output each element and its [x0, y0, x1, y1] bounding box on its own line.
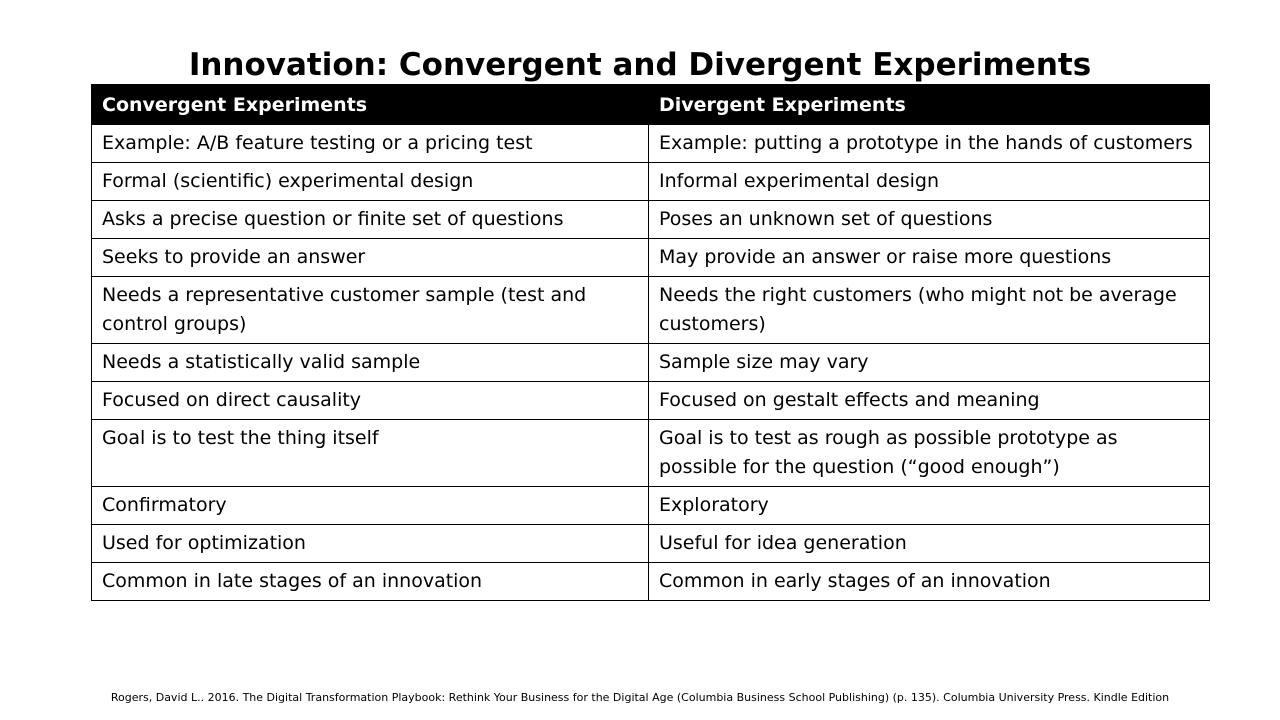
slide-title-bold: Innovation:: [188, 46, 389, 83]
cell-convergent: Common in late stages of an innovation: [91, 562, 649, 601]
table-row: Goal is to test the thing itself Goal is…: [91, 419, 1210, 487]
table-row: Asks a precise question or finite set of…: [91, 200, 1210, 239]
cell-convergent: Formal (scientific) experimental design: [91, 162, 649, 201]
table-row: Confirmatory Exploratory: [91, 486, 1210, 525]
cell-convergent: Focused on direct causality: [91, 381, 649, 420]
cell-convergent: Needs a statistically valid sample: [91, 343, 649, 382]
cell-divergent: Poses an unknown set of questions: [648, 200, 1210, 239]
table-row: Formal (scientific) experimental design …: [91, 162, 1210, 201]
cell-divergent: Informal experimental design: [648, 162, 1210, 201]
cell-divergent: May provide an answer or raise more ques…: [648, 238, 1210, 277]
cell-divergent: Focused on gestalt effects and meaning: [648, 381, 1210, 420]
table-row: Focused on direct causality Focused on g…: [91, 381, 1210, 420]
cell-convergent: Goal is to test the thing itself: [91, 419, 649, 487]
table-row: Seeks to provide an answer May provide a…: [91, 238, 1210, 277]
cell-convergent: Used for optimization: [91, 524, 649, 563]
cell-convergent: Asks a precise question or finite set of…: [91, 200, 649, 239]
citation: Rogers, David L.. 2016. The Digital Tran…: [110, 691, 1170, 704]
table-row: Used for optimization Useful for idea ge…: [91, 524, 1210, 563]
cell-divergent: Sample size may vary: [648, 343, 1210, 382]
table-row: Example: A/B feature testing or a pricin…: [91, 124, 1210, 163]
header-convergent: Convergent Experiments: [91, 84, 649, 125]
comparison-table: Convergent Experiments Divergent Experim…: [91, 84, 1210, 601]
cell-divergent: Goal is to test as rough as possible pro…: [648, 419, 1210, 487]
slide-title-rest: Convergent and Divergent Experiments: [398, 46, 1092, 83]
table-row: Common in late stages of an innovation C…: [91, 562, 1210, 601]
table-header-row: Convergent Experiments Divergent Experim…: [91, 84, 1210, 125]
cell-convergent: Seeks to provide an answer: [91, 238, 649, 277]
table-row: Needs a statistically valid sample Sampl…: [91, 343, 1210, 382]
cell-convergent: Needs a representative customer sample (…: [91, 276, 649, 344]
slide-title: Innovation: Convergent and Divergent Exp…: [0, 43, 1280, 87]
cell-divergent: Example: putting a prototype in the hand…: [648, 124, 1210, 163]
cell-divergent: Common in early stages of an innovation: [648, 562, 1210, 601]
cell-divergent: Useful for idea generation: [648, 524, 1210, 563]
cell-divergent: Exploratory: [648, 486, 1210, 525]
table-row: Needs a representative customer sample (…: [91, 276, 1210, 344]
cell-convergent: Confirmatory: [91, 486, 649, 525]
cell-convergent: Example: A/B feature testing or a pricin…: [91, 124, 649, 163]
header-divergent: Divergent Experiments: [648, 84, 1210, 125]
cell-divergent: Needs the right customers (who might not…: [648, 276, 1210, 344]
